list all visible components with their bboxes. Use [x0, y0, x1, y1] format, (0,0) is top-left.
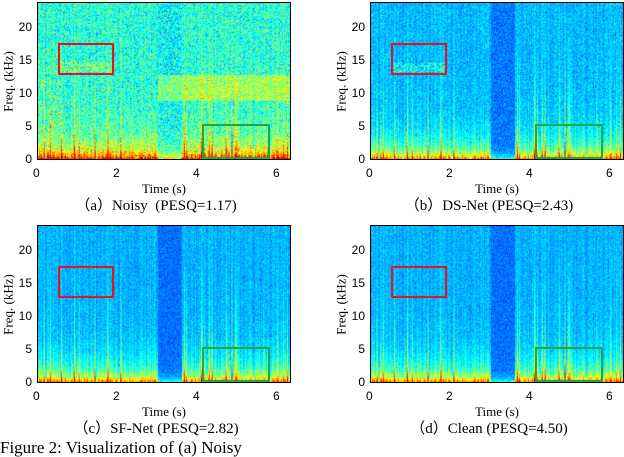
- y-axis-label: Freq. (kHz): [0, 51, 16, 112]
- y-tick-label: 5: [25, 119, 32, 134]
- spectrogram-panel: 0 2 4 6 0 5 10 15 20 Time (s) Freq. (kHz) （c）SF-Net…: [0, 223, 312, 448]
- spectrogram-panel: 0 2 4 6 0 5 10 15 20 Time (s) Freq. (kHz) （a）Noisy …: [0, 0, 312, 225]
- x-tick-label: 0: [33, 166, 40, 180]
- x-tick-label: 6: [273, 166, 280, 180]
- y-tick-label: 0: [25, 375, 32, 389]
- spectrogram-heatmap: [38, 226, 290, 382]
- x-tick-label: 4: [193, 389, 200, 403]
- x-tick-label: 4: [526, 166, 533, 180]
- x-tick-label: 6: [606, 389, 613, 403]
- y-tick-label: 20: [351, 20, 365, 35]
- highlight-box: [58, 42, 114, 76]
- panel-caption: （b）DS-Net (PESQ=2.43): [404, 198, 574, 214]
- highlight-box: [391, 42, 447, 76]
- y-tick-label: 20: [18, 20, 32, 35]
- x-tick-label: 6: [606, 166, 613, 180]
- y-tick-label: 15: [351, 53, 365, 68]
- y-axis-label: Freq. (kHz): [0, 274, 16, 335]
- x-tick-label: 2: [113, 389, 120, 403]
- y-tick-label: 15: [18, 276, 32, 291]
- x-tick-label: 0: [366, 166, 373, 180]
- x-tick-label: 2: [446, 166, 453, 180]
- panel-caption: （a）Noisy (PESQ=1.17): [75, 198, 237, 214]
- x-axis-label: Time (s): [142, 404, 186, 419]
- y-tick-label: 0: [358, 375, 365, 389]
- x-tick-label: 4: [526, 389, 533, 403]
- highlight-box: [391, 265, 447, 299]
- y-tick-label: 5: [358, 342, 365, 357]
- y-axis-label: Freq. (kHz): [333, 51, 349, 112]
- y-tick-label: 0: [25, 152, 32, 166]
- x-tick-label: 2: [446, 389, 453, 403]
- spectrogram-panel: 0 2 4 6 0 5 10 15 20 Time (s) Freq. (kHz) （b）DS-Net…: [333, 0, 624, 225]
- y-tick-label: 15: [18, 53, 32, 68]
- spectrogram-plot-area: [37, 225, 291, 383]
- y-axis-label: Freq. (kHz): [333, 274, 349, 335]
- highlight-box: [202, 124, 270, 159]
- panel-caption: （d）Clean (PESQ=4.50): [410, 421, 568, 437]
- x-tick-label: 2: [113, 166, 120, 180]
- highlight-box: [535, 347, 603, 382]
- y-tick-label: 5: [25, 342, 32, 357]
- y-tick-label: 20: [351, 243, 365, 258]
- spectrogram-plot-area: [370, 225, 624, 383]
- highlight-box: [58, 265, 114, 299]
- spectrogram-panel: 0 2 4 6 0 5 10 15 20 Time (s) Freq. (kHz) （d）Clean …: [333, 223, 624, 448]
- spectrogram-heatmap: [371, 3, 623, 159]
- x-tick-label: 0: [366, 389, 373, 403]
- y-tick-label: 10: [18, 309, 32, 324]
- y-tick-label: 15: [351, 276, 365, 291]
- y-tick-label: 10: [351, 86, 365, 101]
- panel-caption: （c）SF-Net (PESQ=2.82): [73, 421, 239, 437]
- spectrogram-heatmap: [38, 3, 290, 159]
- highlight-box: [202, 347, 270, 382]
- x-tick-label: 0: [33, 389, 40, 403]
- x-tick-label: 4: [193, 166, 200, 180]
- y-tick-label: 10: [18, 86, 32, 101]
- x-axis-label: Time (s): [475, 404, 519, 419]
- x-tick-label: 6: [273, 389, 280, 403]
- y-tick-label: 10: [351, 309, 365, 324]
- spectrogram-heatmap: [371, 226, 623, 382]
- highlight-box: [535, 124, 603, 159]
- figure-caption: Figure 2: Visualization of (a) Noisy: [0, 438, 242, 457]
- spectrogram-plot-area: [37, 2, 291, 160]
- y-tick-label: 20: [18, 243, 32, 258]
- spectrogram-plot-area: [370, 2, 624, 160]
- y-tick-label: 0: [358, 152, 365, 166]
- y-tick-label: 5: [358, 119, 365, 134]
- x-axis-label: Time (s): [142, 181, 186, 196]
- x-axis-label: Time (s): [475, 181, 519, 196]
